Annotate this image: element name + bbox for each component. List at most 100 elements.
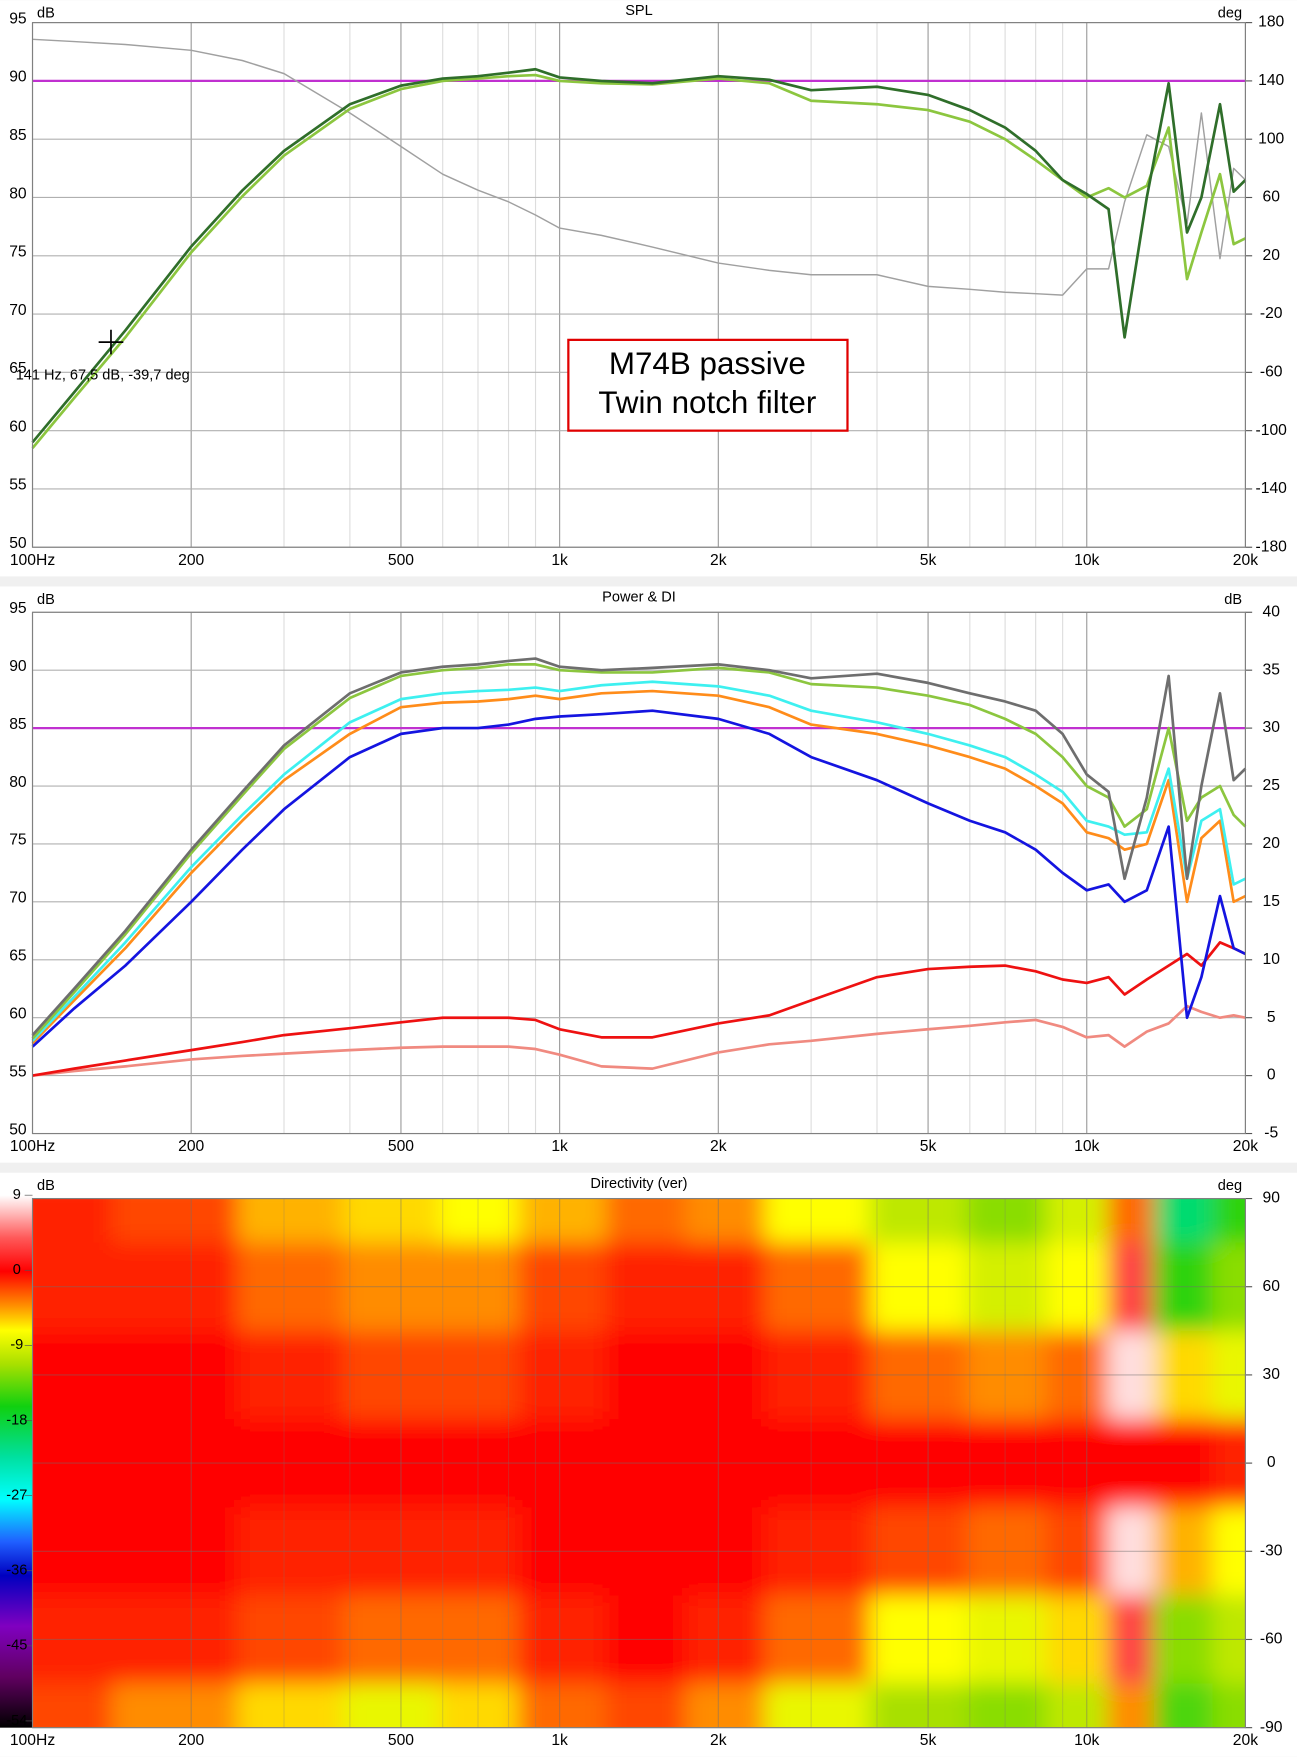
- heatmap-cell: [32, 1683, 113, 1728]
- heatmap-cell: [869, 1507, 968, 1596]
- heatmap-cell: [111, 1507, 239, 1596]
- colorbar-tick-label: 9: [13, 1187, 21, 1203]
- colorbar-tick-label: 0: [13, 1262, 21, 1278]
- heatmap-cell: [518, 1683, 607, 1728]
- x-tick-label: 10k: [1074, 552, 1099, 569]
- y2-tick-label: -30: [1260, 1542, 1283, 1559]
- y-axis-unit: dB: [37, 592, 55, 608]
- y-tick-label: 75: [9, 832, 27, 849]
- heatmap-cell: [966, 1507, 1047, 1596]
- heatmap-cell: [966, 1198, 1047, 1244]
- x-tick-label: 1k: [551, 552, 568, 569]
- heatmap-cell: [764, 1507, 871, 1596]
- heatmap-cell: [111, 1198, 239, 1244]
- series-line: [31, 663, 1247, 1040]
- y-tick-label: 70: [9, 890, 27, 907]
- y2-axis-unit: deg: [1218, 5, 1242, 21]
- heatmap-cell: [518, 1330, 607, 1420]
- heatmap-cell: [518, 1507, 607, 1596]
- heatmap-cell: [111, 1242, 239, 1332]
- chart-title: Directivity (ver): [590, 1176, 687, 1192]
- heatmap-cell: [1154, 1419, 1214, 1508]
- y-tick-label: 80: [9, 185, 27, 202]
- heatmap-cell: [111, 1330, 239, 1420]
- heatmap-cell: [606, 1242, 686, 1332]
- heatmap-cell: [685, 1595, 766, 1685]
- note-box: [567, 338, 849, 432]
- heatmap-cell: [966, 1595, 1047, 1685]
- heatmap-cell: [518, 1242, 607, 1332]
- chart-title: Power & DI: [602, 590, 676, 606]
- x-tick-label: 2k: [710, 552, 727, 569]
- heatmap-cell: [1107, 1507, 1155, 1596]
- heatmap-cell: [237, 1198, 344, 1244]
- colorbar-tick-label: -45: [6, 1638, 27, 1654]
- y2-tick-label: 0: [1267, 1454, 1276, 1471]
- heatmap-cell: [1212, 1242, 1246, 1332]
- heatmap-cell: [237, 1330, 344, 1420]
- heatmap-cell: [1154, 1683, 1214, 1728]
- colorbar-tick-label: -18: [6, 1412, 27, 1428]
- heatmap: [32, 1198, 1246, 1728]
- colorbar-tick-label: -9: [10, 1337, 23, 1353]
- cursor-cross: [98, 329, 124, 355]
- heatmap-cell: [606, 1330, 686, 1420]
- plot-frame: [31, 22, 1246, 548]
- heatmap-cell: [1045, 1419, 1109, 1508]
- y-tick-label: 60: [9, 1005, 27, 1022]
- y2-tick-label: -60: [1260, 364, 1283, 381]
- y-axis-unit: dB: [37, 1178, 55, 1194]
- y2-tick-label: 35: [1262, 661, 1280, 678]
- y-tick-label: 85: [9, 127, 27, 144]
- heatmap-cell: [111, 1419, 239, 1508]
- series-line: [31, 689, 1247, 1045]
- y2-tick-label: -5: [1264, 1125, 1278, 1142]
- heatmap-cell: [342, 1198, 441, 1244]
- heatmap-cell: [869, 1242, 968, 1332]
- heatmap-cell: [32, 1330, 113, 1420]
- x-tick-label: 20k: [1233, 552, 1258, 569]
- heatmap-cell: [1045, 1683, 1109, 1728]
- y2-tick-label: 60: [1262, 189, 1280, 206]
- heatmap-cell: [869, 1198, 968, 1244]
- heatmap-cell: [606, 1595, 686, 1685]
- x-tick-label: 20k: [1233, 1732, 1258, 1749]
- chart-panel: Directivity (ver)dB deg-54-45-36-27-18-90…: [0, 1172, 1297, 1757]
- heatmap-cell: [966, 1242, 1047, 1332]
- y2-tick-label: 140: [1258, 72, 1284, 89]
- note-line: Twin notch filter: [598, 385, 816, 420]
- series-line: [31, 657, 1247, 1037]
- heatmap-cell: [439, 1683, 520, 1728]
- heatmap-cell: [439, 1595, 520, 1685]
- note-line: M74B passive: [609, 346, 806, 381]
- x-tick-label: 100Hz: [10, 1138, 56, 1155]
- y-tick-label: 90: [9, 69, 27, 86]
- heatmap-cell: [32, 1419, 113, 1508]
- heatmap-cell: [1212, 1330, 1246, 1420]
- y2-tick-label: 10: [1262, 951, 1280, 968]
- heatmap-cell: [32, 1198, 113, 1244]
- heatmap-cell: [237, 1595, 344, 1685]
- y-tick-label: 75: [9, 244, 27, 261]
- y2-tick-label: 5: [1267, 1009, 1276, 1026]
- colorbar-tick-label: -54: [6, 1713, 27, 1729]
- heatmap-cell: [1107, 1242, 1155, 1332]
- colorbar-tick-label: -36: [6, 1563, 27, 1579]
- x-tick-label: 5k: [920, 1138, 937, 1155]
- y2-tick-label: -60: [1260, 1631, 1283, 1648]
- heatmap-cell: [869, 1419, 968, 1508]
- heatmap-cell: [342, 1419, 441, 1508]
- y2-tick-label: 0: [1267, 1067, 1276, 1084]
- x-tick-label: 500: [388, 1138, 414, 1155]
- y-tick-label: 70: [9, 302, 27, 319]
- heatmap-cell: [685, 1330, 766, 1420]
- heatmap-cell: [606, 1683, 686, 1728]
- heatmap-cell: [342, 1595, 441, 1685]
- heatmap-cell: [1212, 1198, 1246, 1244]
- y-tick-label: 50: [9, 1121, 27, 1138]
- heatmap-cell: [439, 1198, 520, 1244]
- heatmap-cell: [1212, 1683, 1246, 1728]
- heatmap-cell: [342, 1683, 441, 1728]
- y-tick-label: 65: [9, 360, 27, 377]
- x-tick-label: 200: [178, 1732, 204, 1749]
